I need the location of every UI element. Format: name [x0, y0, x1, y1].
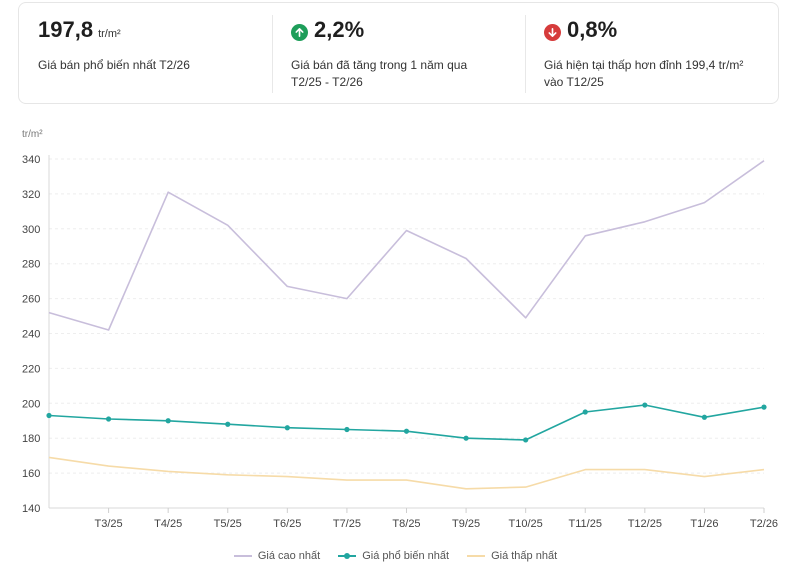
stat-description-line: Giá hiện tại thấp hơn đỉnh 199,4 tr/m² — [544, 58, 744, 72]
y-tick-label: 220 — [22, 363, 40, 375]
data-point — [642, 402, 648, 408]
x-tick-label: T4/25 — [154, 518, 182, 530]
stat-popular-price: 197,8 tr/m² Giá bán phổ biến nhất T2/26 — [19, 3, 272, 103]
arrow-down-icon — [544, 23, 561, 41]
series-line — [48, 456, 765, 490]
line-chart: tr/m² 140 160 180 200 220 240 260 280 300 320 340 T3… — [22, 129, 778, 530]
y-tick-label: 300 — [22, 224, 40, 236]
legend-item[interactable]: Giá cao nhất — [233, 550, 321, 562]
legend-label: Giá phổ biến nhất — [362, 550, 450, 562]
data-point — [463, 435, 469, 441]
data-point — [523, 437, 529, 443]
series-line — [48, 404, 765, 441]
y-tick-label: 340 — [22, 154, 40, 166]
stat-description: Giá bán phổ biến nhất T2/26 — [38, 57, 254, 74]
data-point — [225, 421, 231, 427]
y-tick-label: 280 — [22, 259, 40, 271]
data-point — [46, 412, 52, 419]
series-line — [48, 160, 765, 331]
stat-description: Giá hiện tại thấp hơn đỉnh 199,4 tr/m² v… — [544, 57, 760, 91]
stat-below-peak: 0,8% Giá hiện tại thấp hơn đỉnh 199,4 tr… — [525, 3, 778, 103]
arrow-up-icon — [291, 23, 308, 41]
data-point — [403, 428, 410, 434]
legend-item[interactable]: Giá phổ biến nhất — [338, 550, 449, 562]
data-point — [344, 426, 350, 433]
stat-description-line: vào T12/25 — [544, 75, 604, 89]
legend-label: Giá cao nhất — [257, 550, 321, 562]
stat-unit: tr/m² — [98, 28, 121, 40]
stat-yearly-change: 2,2% Giá bán đã tăng trong 1 năm qua T2/… — [272, 3, 525, 103]
stat-description-line: Giá bán đã tăng trong 1 năm qua — [291, 58, 468, 72]
x-tick-label: T8/25 — [392, 518, 420, 530]
data-point — [761, 404, 767, 410]
price-chart: tr/m² 140 160 180 200 220 240 260 280 300 320 340 T3… — [0, 118, 791, 581]
x-tick-label: T11/25 — [569, 518, 602, 530]
x-tick-label: T6/25 — [273, 518, 301, 530]
x-tick-label: T12/25 — [628, 518, 662, 530]
y-tick-label: 260 — [22, 294, 40, 306]
y-tick-label: 320 — [22, 189, 40, 201]
x-tick-label: T1/26 — [690, 518, 718, 530]
legend-swatch — [467, 555, 486, 557]
chart-legend: Giá cao nhất Giá phổ biến nhất Giá thấp nh… — [0, 550, 791, 562]
x-tick-label: T3/25 — [95, 518, 123, 530]
legend-item[interactable]: Giá thấp nhất — [467, 550, 557, 562]
legend-swatch — [338, 553, 357, 559]
stat-description-line: Giá bán phổ biến nhất T2/26 — [38, 58, 190, 72]
legend-label: Giá thấp nhất — [491, 550, 558, 562]
data-point — [284, 425, 290, 431]
x-tick-label: T2/26 — [750, 518, 778, 530]
stat-value: 0,8% — [567, 17, 618, 42]
stats-card: 197,8 tr/m² Giá bán phổ biến nhất T2/26 … — [18, 2, 779, 104]
x-tick-label: T7/25 — [333, 518, 361, 530]
data-point — [105, 416, 112, 422]
y-tick-label: 140 — [22, 503, 40, 515]
y-tick-label: 200 — [22, 398, 40, 410]
data-point — [165, 418, 171, 424]
x-tick-label: T9/25 — [452, 518, 480, 530]
x-tick-label: T10/25 — [509, 518, 543, 530]
stat-description-line: T2/25 - T2/26 — [291, 75, 363, 89]
y-tick-label: 160 — [22, 468, 40, 480]
data-point — [701, 414, 708, 420]
stat-value: 197,8 — [38, 17, 94, 42]
stat-value: 2,2% — [314, 17, 365, 42]
legend-swatch — [233, 555, 252, 557]
legend-marker — [344, 553, 351, 559]
y-tick-label: 180 — [22, 433, 40, 445]
y-axis-unit-label: tr/m² — [22, 129, 43, 140]
stat-description: Giá bán đã tăng trong 1 năm qua T2/25 - … — [291, 57, 507, 91]
data-point — [582, 409, 588, 415]
y-tick-label: 240 — [22, 329, 40, 341]
x-tick-label: T5/25 — [214, 518, 242, 530]
